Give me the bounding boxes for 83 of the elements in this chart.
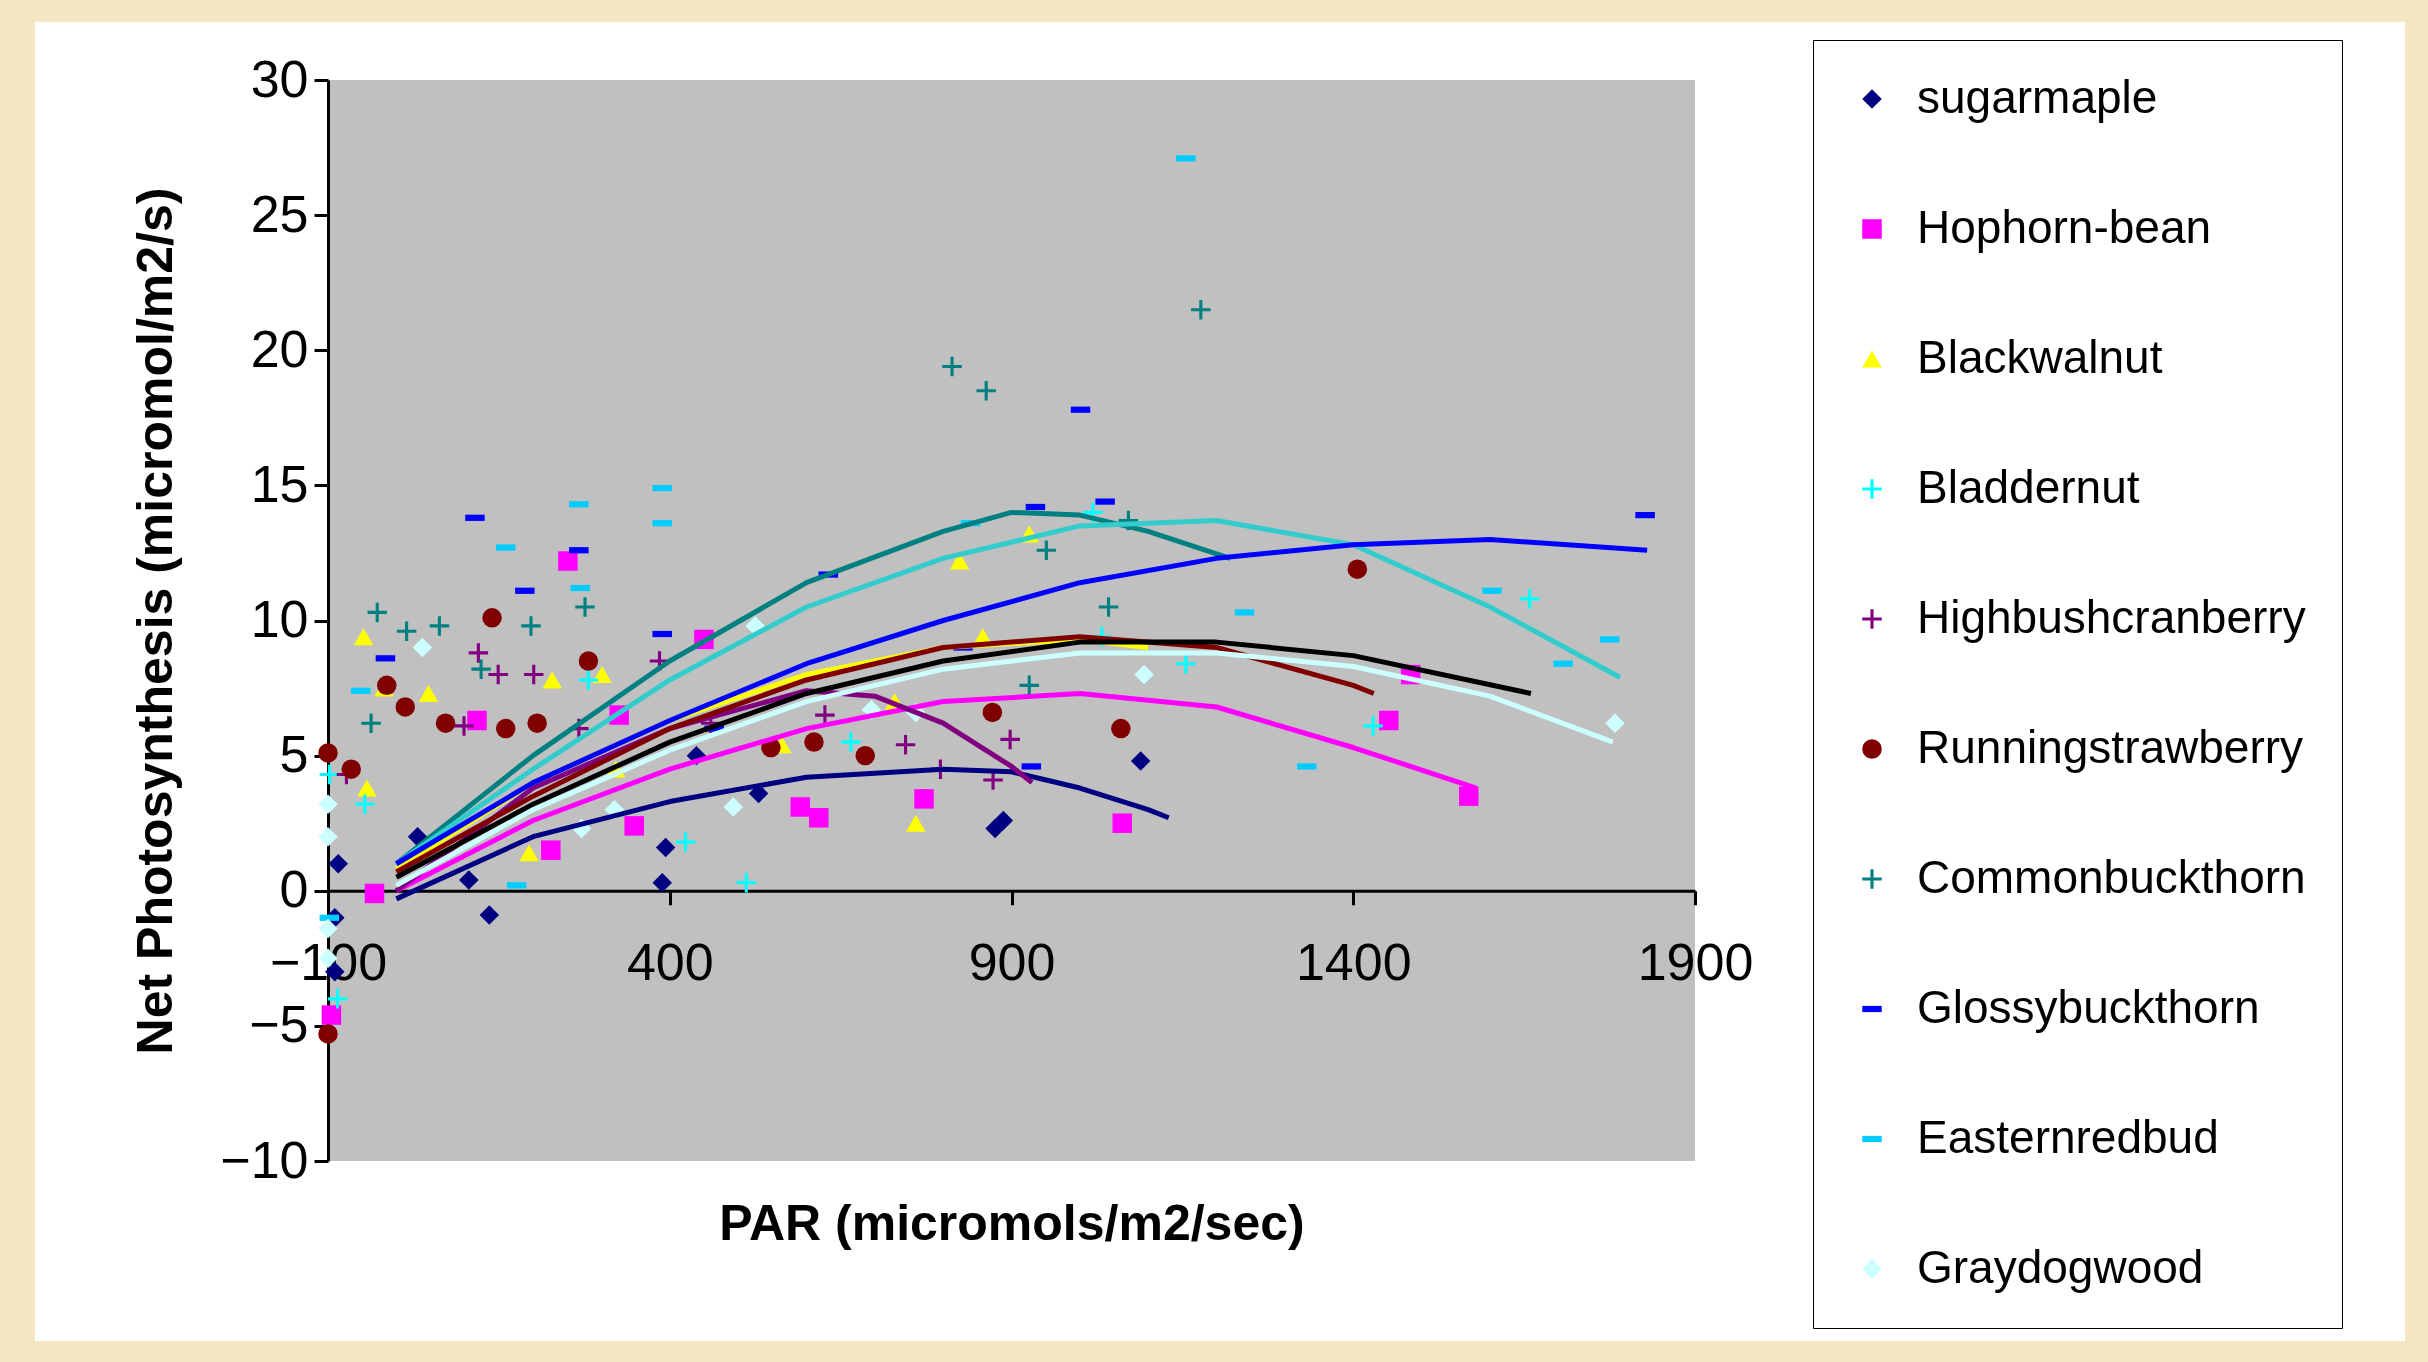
point [435, 713, 456, 733]
point [592, 666, 612, 683]
point [809, 808, 829, 828]
legend-label: Easternredbud [1917, 1111, 2219, 1163]
y-axis-title: Net Photosynthesis (micromol/m2/s) [127, 187, 184, 1055]
point [575, 597, 595, 617]
y-tick-label: 5 [279, 725, 309, 784]
legend-label: Bladdernut [1917, 461, 2140, 513]
point [519, 844, 539, 862]
point [841, 732, 861, 752]
point [1363, 716, 1383, 736]
point [906, 814, 926, 832]
point [454, 716, 474, 736]
legend-label: Glossybuckthorn [1917, 981, 2260, 1033]
point [459, 870, 479, 890]
point [1111, 718, 1131, 739]
point [1134, 664, 1154, 685]
x-tick-label: 1900 [1637, 933, 1754, 992]
point [318, 1024, 338, 1044]
point [942, 356, 962, 377]
x-tick-label: 900 [968, 933, 1056, 992]
y-tick-label: 10 [250, 590, 309, 648]
y-tick-label: −5 [249, 995, 309, 1054]
point [790, 797, 811, 817]
point [723, 797, 744, 817]
point [1098, 597, 1119, 617]
y-tick-label: 30 [250, 49, 309, 108]
point [318, 794, 338, 815]
point [1130, 751, 1151, 771]
point [1605, 713, 1625, 733]
point [541, 840, 561, 860]
point [357, 779, 377, 797]
point [341, 759, 361, 779]
point [1112, 813, 1132, 833]
point [578, 651, 599, 671]
point [655, 837, 676, 858]
legend-label: Hophorn-bean [1917, 201, 2212, 253]
point [471, 659, 491, 679]
point [993, 810, 1014, 831]
legend-label: Commonbuckthorn [1917, 851, 2306, 903]
legend-label: sugarmaple [1917, 71, 2158, 123]
legend-label: Graydogwood [1917, 1241, 2204, 1293]
y-tick-label: −10 [220, 1130, 309, 1189]
point [624, 816, 644, 836]
point [578, 670, 599, 690]
point [1347, 559, 1368, 579]
point [353, 628, 374, 646]
point [914, 789, 934, 809]
point [395, 697, 415, 717]
point [855, 745, 875, 766]
legend-label: Highbushcranberry [1917, 591, 2306, 643]
x-axis-title: PAR (micromols/m2/sec) [719, 1195, 1305, 1252]
y-tick-label: 25 [250, 184, 309, 243]
point [321, 1005, 342, 1025]
point [418, 685, 439, 702]
point [482, 608, 502, 628]
point [542, 671, 562, 689]
point [412, 637, 433, 658]
point [479, 905, 500, 925]
point [318, 918, 338, 939]
point [1459, 786, 1479, 806]
point [982, 702, 1003, 723]
point [976, 381, 996, 401]
y-tick-label: 20 [250, 319, 309, 378]
point [467, 710, 487, 731]
point [318, 826, 338, 847]
legend-label: Runningstrawberry [1917, 721, 2304, 773]
point [495, 718, 516, 739]
point [521, 616, 541, 636]
point [364, 883, 385, 904]
legend-label: Blackwalnut [1917, 331, 2163, 383]
point [527, 713, 547, 733]
point [558, 551, 578, 571]
point [328, 853, 348, 874]
point [652, 872, 672, 893]
point [361, 713, 381, 733]
x-tick-label: 1400 [1295, 933, 1412, 992]
point [318, 743, 338, 763]
y-tick-label: 0 [279, 860, 309, 919]
point [804, 732, 824, 752]
x-tick-label: 400 [626, 933, 714, 992]
y-tick-label: 15 [250, 454, 309, 513]
point [1379, 710, 1399, 731]
